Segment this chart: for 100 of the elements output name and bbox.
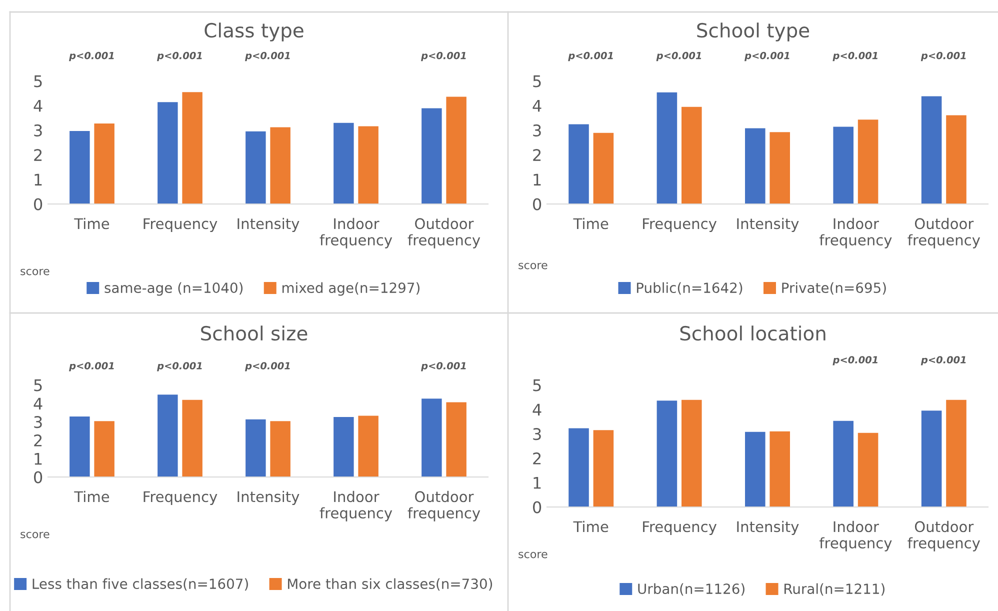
y-tick-label: 3: [533, 428, 541, 440]
text: p<0.001: [920, 52, 966, 62]
y-axis-title: score: [518, 552, 548, 558]
legend-label: Rural(n=1211): [784, 583, 884, 596]
y-tick-label: 0: [34, 198, 42, 210]
text: p<0.001: [156, 52, 202, 62]
bar: [568, 428, 589, 507]
bar: [593, 430, 614, 507]
bar: [158, 102, 178, 204]
bar: [422, 108, 442, 204]
y-tick-label: 1: [534, 174, 541, 186]
bar: [921, 410, 942, 507]
x-tick-label: Time: [74, 490, 110, 502]
y-tick-label: 2: [34, 149, 42, 161]
x-tick-label: Frequency: [144, 491, 218, 506]
bar: [182, 400, 202, 477]
y-tick-label: 0: [533, 198, 542, 210]
text: p<0.001: [156, 362, 202, 372]
bar: [656, 92, 678, 204]
legend-label: More than six classes(n=730): [288, 578, 492, 591]
bar: [446, 96, 466, 204]
x-tick-label: Intensity: [238, 218, 300, 232]
bar: [246, 131, 266, 204]
text: p<0.001: [68, 52, 114, 62]
legend-label: same-age (n=1040): [104, 282, 243, 296]
bar: [358, 126, 378, 204]
y-tick-label: 1: [34, 453, 42, 465]
chart-title: School size: [201, 326, 308, 341]
text: p<0.001: [568, 52, 613, 62]
bar: [568, 124, 589, 204]
y-tick-label: 4: [532, 404, 542, 416]
x-tick-label: Intensity: [737, 218, 799, 232]
bar: [593, 132, 614, 204]
bar: [70, 130, 90, 204]
bar: [858, 432, 878, 507]
text: p<0.001: [68, 362, 114, 372]
bar: [682, 400, 702, 507]
bar: [946, 115, 966, 204]
bar: [833, 126, 854, 204]
chart-title: School location: [680, 326, 826, 341]
text: p<0.001: [832, 52, 878, 62]
x-tick-label: Outdoor frequency: [908, 520, 980, 552]
y-tick-label: 5: [34, 75, 42, 88]
y-tick-label: 3: [34, 124, 42, 136]
bar: [682, 106, 702, 204]
bar: [246, 419, 266, 477]
bar: [833, 420, 854, 507]
y-tick-label: 5: [533, 379, 541, 392]
y-tick-label: 4: [532, 100, 542, 112]
bar: [158, 394, 178, 477]
x-tick-label: Time: [573, 520, 608, 532]
bar: [270, 421, 290, 477]
x-tick-label: Outdoor frequency: [408, 218, 480, 248]
y-axis-title: score: [20, 268, 50, 276]
text: p<0.001: [244, 362, 290, 372]
text: p<0.001: [656, 52, 702, 62]
y-tick-label: 0: [533, 501, 542, 514]
y-tick-label: 2: [533, 452, 541, 464]
x-tick-label: Intensity: [238, 490, 300, 506]
x-tick-label: Outdoor frequency: [408, 490, 480, 522]
bar: [358, 416, 378, 477]
text: p<0.001: [244, 52, 290, 62]
text: p<0.001: [420, 52, 466, 62]
legend-label: Urban(n=1126): [638, 583, 744, 596]
legend-label: Public(n=1642): [636, 282, 742, 295]
y-tick-label: 3: [34, 416, 42, 428]
bar: [70, 416, 90, 477]
bar: [745, 432, 766, 507]
bar: [770, 132, 790, 204]
bar: [745, 128, 766, 204]
bar: [656, 400, 678, 507]
y-tick-label: 2: [533, 149, 541, 161]
text: p<0.001: [744, 52, 790, 62]
text: p<0.001: [832, 356, 878, 366]
legend-label: Private(n=695): [782, 282, 886, 295]
bar: [334, 122, 354, 204]
legend-label: mixed age(n=1297): [282, 282, 420, 296]
y-tick-label: 4: [34, 100, 42, 112]
y-tick-label: 5: [533, 75, 541, 88]
bar: [446, 402, 466, 477]
text: p<0.001: [920, 356, 966, 366]
x-tick-label: Indoor frequency: [320, 490, 392, 522]
x-tick-label: Intensity: [737, 520, 799, 536]
y-tick-label: 4: [34, 398, 42, 410]
y-tick-label: 0: [34, 471, 42, 484]
bar: [94, 124, 114, 204]
y-tick-label: 2: [34, 434, 42, 446]
y-tick-label: 1: [34, 174, 42, 186]
bar: [770, 431, 790, 507]
y-axis-title: score: [20, 532, 50, 538]
chart-title: Class type: [204, 22, 304, 42]
bar: [921, 96, 942, 204]
x-tick-label: Indoor frequency: [320, 218, 392, 248]
bar: [422, 398, 442, 477]
x-tick-label: Frequency: [643, 218, 717, 232]
bar: [858, 120, 878, 204]
x-tick-label: Indoor frequency: [819, 218, 892, 248]
y-tick-label: 1: [534, 477, 541, 489]
text: p<0.001: [420, 362, 466, 372]
x-tick-label: Time: [74, 218, 110, 230]
